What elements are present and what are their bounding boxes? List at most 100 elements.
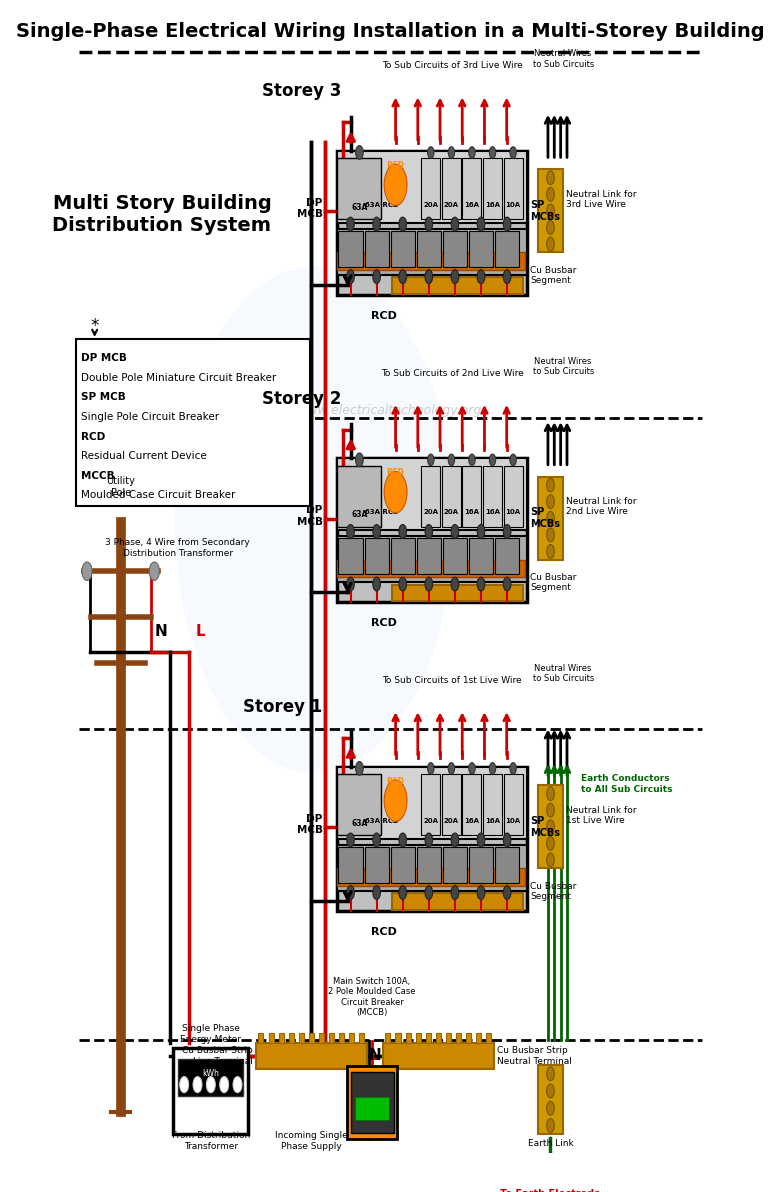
- Text: Neutral Link for
3rd Live Wire: Neutral Link for 3rd Live Wire: [566, 190, 637, 209]
- Text: *: *: [91, 317, 99, 335]
- Circle shape: [547, 787, 555, 801]
- Circle shape: [547, 495, 555, 509]
- Text: Neutral Wires
to Sub Circuits: Neutral Wires to Sub Circuits: [533, 49, 594, 69]
- Text: Storey 2: Storey 2: [262, 390, 341, 408]
- Bar: [337, 766, 527, 839]
- Text: Neutral Wires
to Sub Circuits: Neutral Wires to Sub Circuits: [533, 356, 594, 375]
- Text: 63A: 63A: [351, 819, 368, 827]
- Text: DP
MCB: DP MCB: [297, 505, 323, 527]
- Bar: [421, 466, 440, 527]
- Circle shape: [206, 1076, 216, 1093]
- Text: Cu Busbar
Segment: Cu Busbar Segment: [530, 266, 576, 285]
- Bar: [337, 151, 527, 294]
- Text: 10A: 10A: [505, 201, 521, 207]
- Text: RCD: RCD: [371, 617, 397, 628]
- Text: L: L: [370, 1049, 380, 1063]
- Text: Storey 3: Storey 3: [262, 82, 341, 100]
- Circle shape: [399, 524, 407, 539]
- Bar: [462, 159, 481, 219]
- Text: 63A RCD: 63A RCD: [366, 509, 399, 515]
- Circle shape: [547, 170, 555, 185]
- Bar: [390, 231, 415, 267]
- Bar: [495, 539, 519, 575]
- Bar: [385, 1032, 390, 1043]
- Circle shape: [448, 147, 455, 159]
- Text: 16A: 16A: [465, 509, 480, 515]
- Circle shape: [428, 454, 434, 466]
- Circle shape: [451, 269, 458, 284]
- Circle shape: [547, 528, 555, 541]
- Bar: [469, 231, 493, 267]
- Bar: [538, 1066, 563, 1134]
- Circle shape: [490, 147, 496, 159]
- Text: 16A: 16A: [465, 818, 480, 824]
- Circle shape: [175, 266, 454, 772]
- Text: 63A RCD: 63A RCD: [366, 818, 399, 824]
- Text: 10A: 10A: [505, 509, 521, 515]
- Bar: [337, 459, 527, 602]
- Circle shape: [547, 511, 555, 526]
- Text: N: N: [155, 623, 167, 639]
- Circle shape: [219, 1076, 229, 1093]
- Circle shape: [347, 217, 355, 231]
- Circle shape: [503, 217, 511, 231]
- Bar: [337, 253, 525, 269]
- Text: Neutral Link for
1st Live Wire: Neutral Link for 1st Live Wire: [566, 806, 637, 825]
- Text: RCD: RCD: [387, 161, 405, 170]
- Bar: [417, 846, 441, 883]
- Bar: [77, 339, 310, 505]
- Bar: [417, 539, 441, 575]
- Circle shape: [469, 763, 475, 774]
- Bar: [446, 1032, 451, 1043]
- Text: Neutral Wires
to Sub Circuits: Neutral Wires to Sub Circuits: [533, 664, 594, 683]
- Circle shape: [547, 545, 555, 558]
- Text: SP
MCBs: SP MCBs: [530, 508, 560, 529]
- Circle shape: [399, 886, 407, 900]
- Text: Main Switch 100A,
2 Pole Moulded Case
Circuit Breaker
(MCCB): Main Switch 100A, 2 Pole Moulded Case Ci…: [328, 977, 415, 1017]
- Text: RCD: RCD: [371, 926, 397, 937]
- Bar: [504, 466, 522, 527]
- Circle shape: [347, 833, 355, 846]
- Text: DP
MCB: DP MCB: [297, 814, 323, 836]
- Bar: [337, 159, 381, 219]
- Bar: [462, 774, 481, 836]
- Bar: [483, 466, 502, 527]
- Text: Double Pole Miniature Circuit Breaker: Double Pole Miniature Circuit Breaker: [81, 373, 276, 383]
- Bar: [337, 774, 381, 836]
- Text: Earth Link: Earth Link: [528, 1138, 573, 1148]
- Bar: [504, 159, 522, 219]
- Text: N: N: [369, 1049, 382, 1063]
- Circle shape: [355, 762, 363, 775]
- Text: Single-Phase Electrical Wiring Installation in a Multi-Storey Building: Single-Phase Electrical Wiring Installat…: [16, 21, 765, 41]
- Bar: [483, 774, 502, 836]
- Bar: [483, 159, 502, 219]
- Text: RCD: RCD: [387, 468, 405, 477]
- Circle shape: [425, 269, 433, 284]
- Text: 16A: 16A: [485, 201, 500, 207]
- Circle shape: [428, 763, 434, 774]
- Text: L: L: [195, 623, 205, 639]
- Text: Single Pole Circuit Breaker: Single Pole Circuit Breaker: [81, 412, 219, 422]
- Text: DP MCB: DP MCB: [81, 353, 127, 364]
- Bar: [269, 1032, 273, 1043]
- Circle shape: [149, 561, 159, 581]
- Circle shape: [355, 145, 363, 160]
- Text: From Distribution
Transformer: From Distribution Transformer: [173, 1131, 251, 1150]
- Circle shape: [347, 577, 355, 591]
- Bar: [337, 459, 527, 530]
- Bar: [351, 1072, 394, 1134]
- Circle shape: [503, 577, 511, 591]
- Text: Earth Conductors
to All Sub Circuits: Earth Conductors to All Sub Circuits: [581, 775, 672, 794]
- Text: Residual Current Device: Residual Current Device: [81, 451, 207, 461]
- Bar: [256, 1043, 367, 1068]
- Circle shape: [425, 524, 433, 539]
- Bar: [383, 1043, 494, 1068]
- Circle shape: [373, 524, 380, 539]
- Text: MCCB: MCCB: [81, 471, 115, 480]
- Circle shape: [448, 454, 455, 466]
- Text: Cu Busbar Strip
Neutral Terminal: Cu Busbar Strip Neutral Terminal: [497, 1047, 572, 1066]
- Bar: [392, 278, 523, 293]
- Circle shape: [547, 837, 555, 850]
- Text: SP
MCBs: SP MCBs: [530, 817, 560, 838]
- Bar: [469, 846, 493, 883]
